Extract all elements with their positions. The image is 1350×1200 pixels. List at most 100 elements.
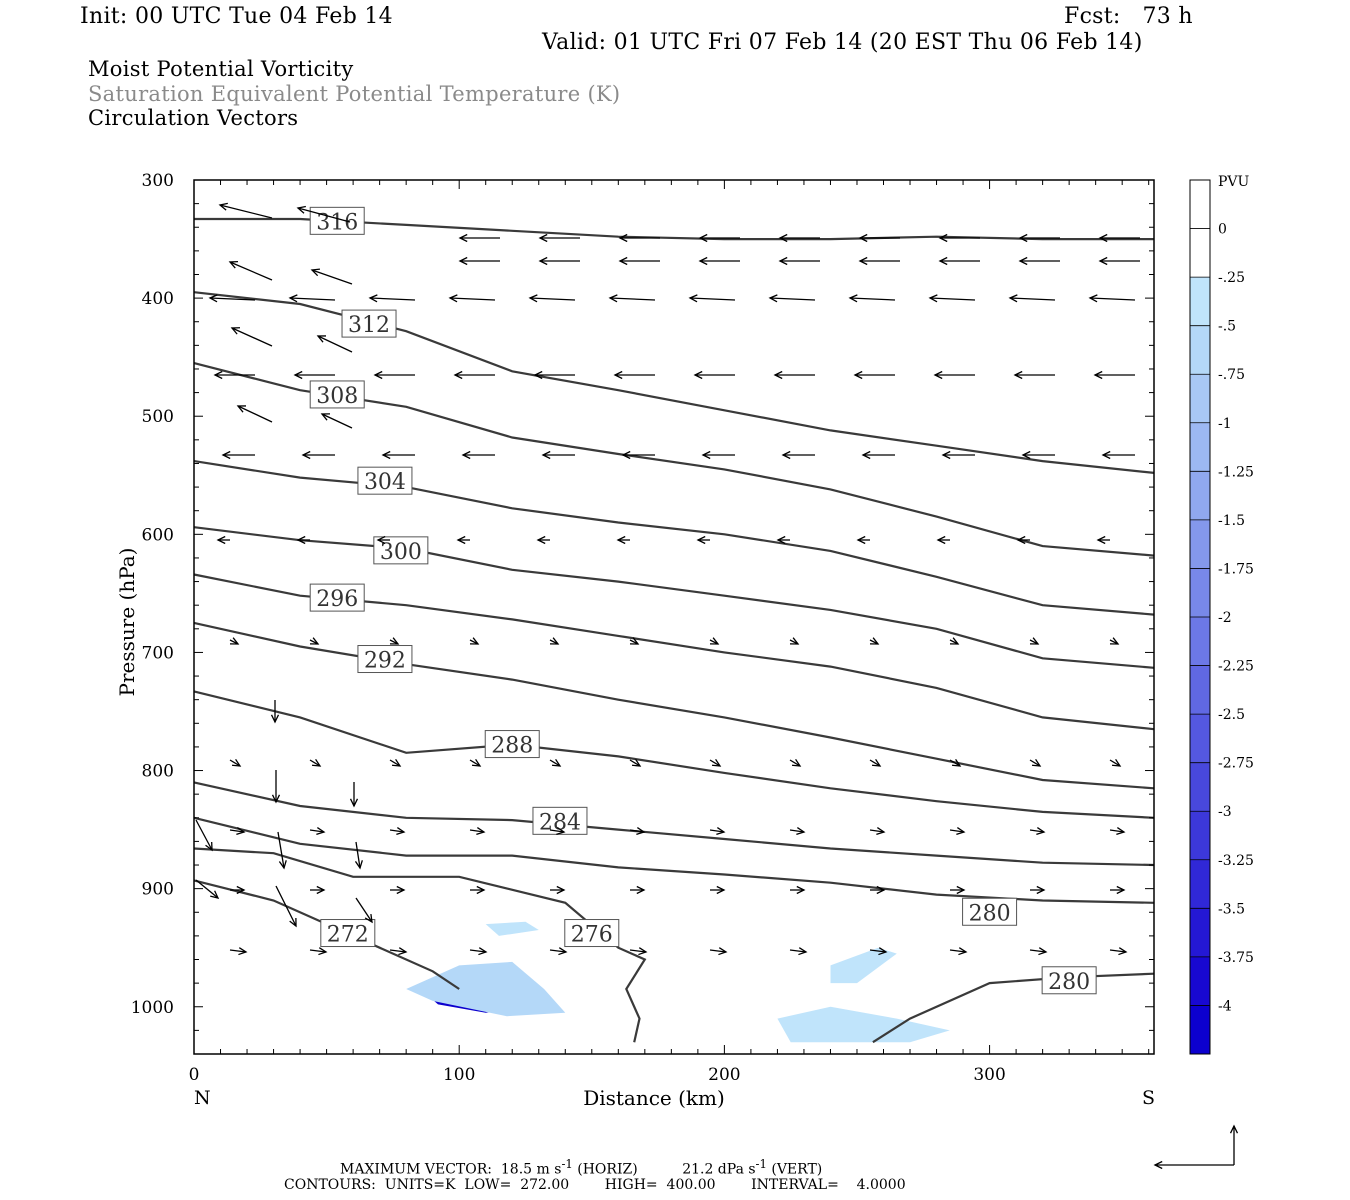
- contour-label: 272: [327, 923, 369, 948]
- vector-head: [476, 826, 486, 836]
- vector-head: [558, 947, 568, 956]
- contour-label-box: [357, 645, 413, 674]
- vector-head: [316, 885, 326, 895]
- circulation-vector: [929, 297, 976, 301]
- circulation-vector: [1109, 759, 1121, 767]
- vector-head: [941, 450, 951, 460]
- contour-label-box: [532, 806, 588, 835]
- vector-head: [933, 370, 943, 380]
- colorbar-label: -2.5: [1218, 707, 1245, 723]
- vector-head: [368, 294, 378, 303]
- colorbar-label: -2: [1218, 610, 1232, 626]
- theta-es-contour: [193, 781, 1155, 867]
- contour-label: 304: [364, 470, 406, 495]
- colorbar-swatch: [1190, 277, 1210, 327]
- vector-head: [638, 947, 648, 956]
- colorbar-label: 0: [1218, 222, 1227, 238]
- vector-head: [373, 370, 383, 380]
- circulation-vector: [317, 335, 353, 353]
- vector-head: [271, 794, 281, 804]
- vector-head: [938, 256, 948, 266]
- colorbar-swatch: [1190, 859, 1210, 909]
- colorbar-swatch: [1190, 228, 1210, 278]
- vector-head: [1036, 885, 1046, 895]
- vector-head: [229, 637, 240, 645]
- circulation-vector: [469, 829, 485, 833]
- colorbar-label: -.5: [1218, 319, 1236, 335]
- vector-head: [861, 450, 871, 460]
- colorbar-label: -1.75: [1218, 561, 1254, 577]
- circulation-vector: [949, 759, 961, 767]
- vector-head: [476, 885, 486, 895]
- vector-head: [309, 637, 320, 645]
- colorbar-swatch: [1190, 956, 1210, 1006]
- vector-head: [316, 826, 326, 836]
- colorbar-label: -1: [1218, 416, 1232, 432]
- circulation-vector: [195, 819, 213, 851]
- vector-head: [621, 450, 631, 460]
- colorbar-label: -3.25: [1218, 853, 1254, 869]
- circulation-vector: [229, 261, 273, 281]
- contour-label: 312: [348, 313, 390, 338]
- circulation-vector: [1109, 829, 1125, 833]
- circulation-vector: [275, 885, 297, 927]
- vector-head: [1018, 256, 1028, 266]
- circulation-vector: [629, 829, 645, 833]
- vector-head: [1008, 294, 1018, 303]
- circulation-vector: [549, 759, 561, 767]
- circulation-vector: [469, 949, 487, 953]
- vert-exp: -1: [755, 1157, 767, 1171]
- circulation-vector: [1089, 297, 1136, 301]
- vector-head: [848, 294, 858, 303]
- x-tick-label: 300: [973, 1065, 1005, 1085]
- vector-head: [878, 947, 888, 956]
- circulation-vector: [789, 759, 801, 767]
- vector-head: [469, 637, 480, 645]
- circulation-vector: [309, 759, 321, 767]
- circulation-vector: [609, 297, 656, 301]
- vector-head: [1118, 947, 1128, 956]
- vector-head: [928, 294, 938, 303]
- vector-head: [1088, 294, 1098, 303]
- circulation-vector: [229, 829, 245, 833]
- contour-label: 308: [316, 384, 358, 409]
- vector-head: [1036, 826, 1046, 836]
- vector-head: [389, 637, 400, 645]
- vector-head: [318, 947, 328, 956]
- vector-head: [608, 294, 618, 303]
- circulation-vector: [629, 759, 641, 767]
- circulation-vector: [1029, 759, 1041, 767]
- contour-label: 300: [380, 540, 422, 565]
- vector-head: [778, 233, 788, 243]
- circulation-vector: [277, 831, 285, 869]
- colorbar-label: -2.75: [1218, 756, 1254, 772]
- vector-head: [871, 758, 882, 767]
- vector-head: [853, 370, 863, 380]
- vector-head: [221, 450, 231, 460]
- contour-label-box: [373, 536, 429, 565]
- circulation-vector: [309, 829, 325, 833]
- vector-head: [711, 758, 722, 767]
- colorbar-swatch: [1190, 374, 1210, 424]
- colorbar-label: -3.5: [1218, 901, 1245, 917]
- x-tick-label: 0: [189, 1065, 200, 1085]
- circulation-vector: [789, 829, 805, 833]
- vector-head: [1101, 450, 1111, 460]
- vector-head: [716, 826, 726, 836]
- vector-head: [876, 826, 886, 836]
- vector-head: [636, 826, 646, 836]
- vector-head: [270, 714, 280, 724]
- vector-head: [391, 758, 402, 767]
- vector-head: [613, 370, 623, 380]
- vector-head: [533, 370, 543, 380]
- circulation-vector: [1029, 829, 1045, 833]
- circulation-vector: [789, 949, 807, 953]
- y-tick-label: 500: [142, 407, 174, 427]
- plot-frame: [193, 179, 1155, 1055]
- circulation-vector: [869, 759, 881, 767]
- vector-head: [618, 256, 628, 266]
- y-tick-label: 700: [142, 643, 174, 663]
- vector-head: [293, 370, 303, 380]
- vector-head: [781, 450, 791, 460]
- contour-label-box: [309, 380, 365, 409]
